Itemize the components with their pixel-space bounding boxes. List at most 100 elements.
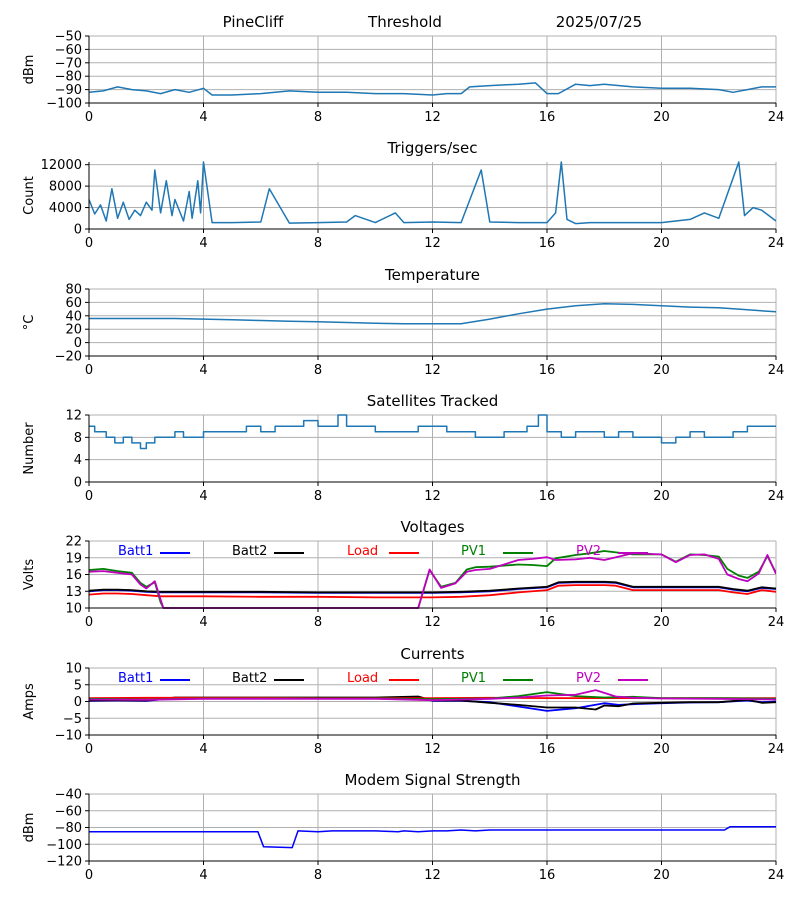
- header-station: PineCliff: [223, 13, 284, 31]
- x-tick-label: 0: [85, 363, 93, 378]
- legend-label-batt1: Batt1: [118, 671, 153, 686]
- legend-label-load: Load: [347, 544, 378, 559]
- y-tick-label: −100: [46, 97, 82, 112]
- y-axis-label: Number: [22, 422, 37, 475]
- y-tick-label: 4: [74, 453, 82, 468]
- x-tick-label: 12: [424, 363, 441, 378]
- x-tick-label: 24: [768, 742, 785, 757]
- series-line-data: [89, 161, 776, 225]
- x-tick-label: 20: [653, 742, 670, 757]
- x-tick-label: 4: [199, 615, 207, 630]
- y-tick-label: 0: [74, 223, 82, 238]
- y-tick-label: 19: [65, 551, 82, 566]
- x-tick-label: 8: [314, 489, 322, 504]
- y-tick-label: −100: [46, 838, 82, 853]
- x-tick-label: 16: [539, 615, 556, 630]
- series-line-load: [89, 584, 776, 599]
- panel-title: Temperature: [384, 266, 480, 284]
- y-tick-label: 0: [74, 695, 82, 710]
- x-tick-label: 4: [199, 868, 207, 883]
- legend-label-batt2: Batt2: [232, 544, 267, 559]
- y-tick-label: 40: [65, 309, 82, 324]
- x-tick-label: 20: [653, 236, 670, 251]
- legend-label-pv1: PV1: [461, 671, 486, 686]
- series-line-data: [89, 302, 776, 325]
- x-tick-label: 16: [539, 489, 556, 504]
- legend-label-load: Load: [347, 671, 378, 686]
- x-tick-label: 24: [768, 236, 785, 251]
- x-tick-label: 8: [314, 615, 322, 630]
- x-tick-label: 12: [424, 615, 441, 630]
- x-tick-label: 24: [768, 110, 785, 125]
- y-tick-label: −60: [55, 804, 82, 819]
- panel-title: Triggers/sec: [387, 139, 478, 157]
- x-tick-label: 4: [199, 236, 207, 251]
- y-axis-label: Volts: [22, 559, 37, 591]
- series-line-pv2: [89, 552, 776, 609]
- panel-1: 0 4 8 12 16 20 24 −100−90−80−70−60−50 dBm: [22, 30, 784, 126]
- legend-label-batt2: Batt2: [232, 671, 267, 686]
- x-tick-label: 8: [314, 236, 322, 251]
- x-tick-label: 20: [653, 110, 670, 125]
- series-line-data: [89, 82, 776, 96]
- y-axis-label: dBm: [22, 55, 37, 85]
- x-tick-label: 16: [539, 742, 556, 757]
- y-tick-label: 60: [65, 296, 82, 311]
- x-tick-label: 0: [85, 868, 93, 883]
- y-tick-label: 20: [65, 323, 82, 338]
- x-tick-label: 20: [653, 363, 670, 378]
- y-tick-label: 8: [74, 431, 82, 446]
- series-line-batt2: [89, 580, 776, 594]
- y-tick-label: −80: [55, 821, 82, 836]
- x-tick-label: 16: [539, 236, 556, 251]
- y-tick-label: −120: [46, 855, 82, 870]
- x-tick-label: 24: [768, 363, 785, 378]
- series-line-data: [89, 825, 776, 849]
- x-tick-label: 20: [653, 615, 670, 630]
- y-tick-label: 5: [74, 678, 82, 693]
- y-axis-label: Count: [22, 176, 37, 215]
- y-tick-label: −80: [55, 70, 82, 85]
- x-tick-label: 12: [424, 489, 441, 504]
- panel-7: 0 4 8 12 16 20 24 −120 −100 −80 −60−40 Modem Signal…: [22, 771, 784, 883]
- y-tick-label: −10: [55, 729, 82, 744]
- x-tick-label: 4: [199, 489, 207, 504]
- y-axis-label: Amps: [22, 683, 37, 720]
- x-tick-label: 0: [85, 489, 93, 504]
- y-tick-label: 4000: [49, 201, 82, 216]
- x-tick-label: 0: [85, 615, 93, 630]
- legend-label-pv2: PV2: [576, 671, 601, 686]
- y-tick-label: 12: [65, 409, 82, 424]
- x-tick-label: 12: [424, 742, 441, 757]
- panel-2: 0 4 8 12 16 20 24 0 4000 8000 12000 Triggers/sec Cou…: [22, 139, 784, 251]
- y-tick-label: −5: [63, 712, 82, 727]
- y-tick-label: 10: [65, 662, 82, 677]
- x-tick-label: 4: [199, 742, 207, 757]
- x-tick-label: 8: [314, 110, 322, 125]
- x-tick-label: 8: [314, 868, 322, 883]
- series-line-pv2: [89, 689, 776, 702]
- panel-title: Modem Signal Strength: [345, 771, 521, 789]
- y-tick-label: 12000: [41, 158, 82, 173]
- y-tick-label: 16: [65, 568, 82, 583]
- panel-title: Currents: [400, 645, 464, 663]
- x-tick-label: 4: [199, 110, 207, 125]
- y-tick-label: 22: [65, 535, 82, 550]
- x-tick-label: 4: [199, 363, 207, 378]
- y-tick-label: −60: [55, 43, 82, 58]
- series-line-data: [89, 414, 776, 450]
- x-tick-label: 24: [768, 868, 785, 883]
- x-tick-label: 16: [539, 110, 556, 125]
- header-date: 2025/07/25: [556, 13, 642, 31]
- x-tick-label: 16: [539, 868, 556, 883]
- legend-label-batt1: Batt1: [118, 544, 153, 559]
- y-tick-label: −50: [55, 30, 82, 45]
- x-tick-label: 12: [424, 110, 441, 125]
- y-tick-label: −70: [55, 56, 82, 71]
- y-tick-label: −90: [55, 83, 82, 98]
- x-tick-label: 24: [768, 489, 785, 504]
- y-tick-label: 8000: [49, 180, 82, 195]
